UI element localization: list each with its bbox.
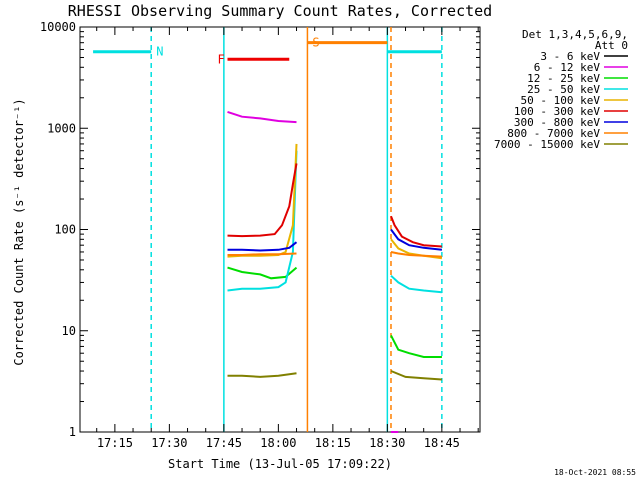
series-line-3-1: [390, 274, 442, 294]
legend-label-3: 25 - 50 keV: [527, 83, 600, 96]
x-tick-label-6: 18:45: [424, 436, 460, 450]
series-line-7-0: [227, 252, 297, 256]
legend-label-6: 300 - 800 keV: [514, 116, 600, 129]
legend-label-0: 3 - 6 keV: [540, 50, 600, 63]
x-axis: 17:15 17:30 17:45 18:00 18:15 18:30 18:45: [96, 27, 479, 450]
x-tick-label-1: 17:30: [151, 436, 187, 450]
x-tick-label-2: 17:45: [206, 436, 242, 450]
legend-label-7: 800 - 7000 keV: [507, 127, 600, 140]
series-line-8-1: [390, 370, 442, 381]
series-line-6-0: [227, 241, 298, 252]
plot-area: N F S: [79, 26, 481, 433]
x-tick-label-3: 18:00: [260, 436, 296, 450]
y-tick-label-0: 1: [69, 425, 76, 439]
series-line-4-0: [227, 143, 298, 258]
legend-label-5: 100 - 300 keV: [514, 105, 600, 118]
x-axis-label: Start Time (13-Jul-05 17:09:22): [168, 457, 392, 471]
x-tick-label-5: 18:30: [369, 436, 405, 450]
legend-label-2: 12 - 25 keV: [527, 72, 600, 85]
series-line-7-1: [390, 251, 442, 258]
series-line-8-0: [227, 372, 297, 378]
y-tick-label-4: 10000: [40, 20, 76, 34]
legend-header-1: Att 0: [595, 39, 628, 52]
flag-label-N: N: [156, 45, 163, 59]
plot-frame: [79, 26, 481, 433]
footer-timestamp: 18-Oct-2021 08:55: [554, 468, 636, 477]
chart-title: RHESSI Observing Summary Count Rates, Co…: [68, 2, 492, 20]
flag-label-F: F: [218, 52, 225, 66]
series-line-5-1: [390, 215, 442, 248]
legend-label-8: 7000 - 15000 keV: [494, 138, 600, 151]
y-axis: 1 10 100 1000 10000: [40, 20, 480, 439]
y-axis-label: Corrected Count Rate (s⁻¹ detector⁻¹): [12, 98, 26, 365]
x-tick-label-4: 18:15: [315, 436, 351, 450]
series-line-5-0: [227, 163, 298, 238]
y-tick-label-3: 1000: [47, 121, 76, 135]
series-line-3-0: [227, 150, 298, 292]
legend-label-1: 6 - 12 keV: [534, 61, 601, 74]
flag-label-S: S: [312, 36, 319, 50]
y-tick-label-1: 10: [62, 324, 76, 338]
series-line-6-1: [390, 228, 443, 251]
x-tick-label-0: 17:15: [97, 436, 133, 450]
legend-label-4: 50 - 100 keV: [521, 94, 601, 107]
y-tick-label-2: 100: [54, 223, 76, 237]
series-line-1-0: [227, 110, 297, 124]
legend-header-0: Det 1,3,4,5,6,9,: [522, 28, 628, 41]
series-line-2-1: [390, 334, 442, 358]
